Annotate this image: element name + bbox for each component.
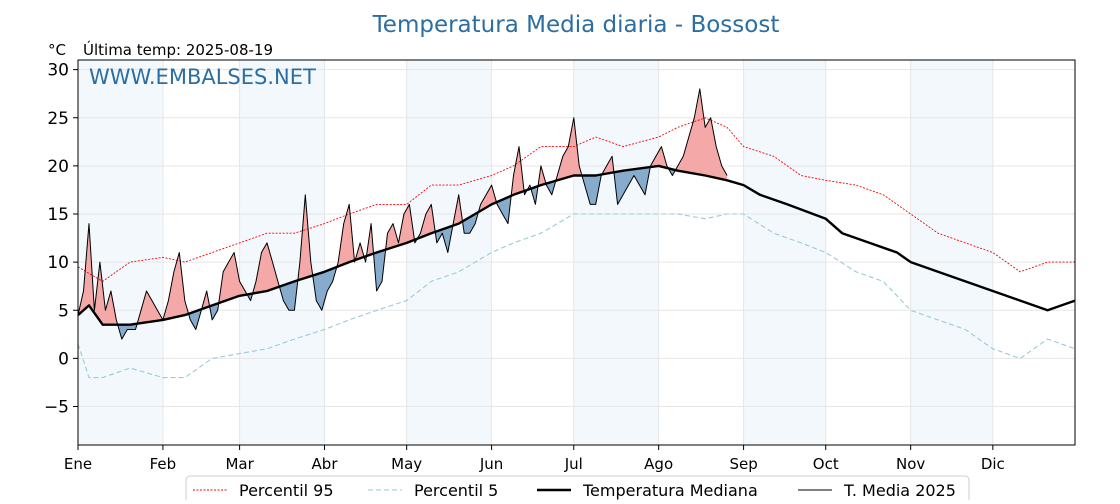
chart-title: Temperatura Media diaria - Bossost bbox=[372, 12, 780, 38]
fill-above-median bbox=[416, 204, 435, 241]
fill-below-median bbox=[312, 267, 336, 311]
legend-label: Temperatura Mediana bbox=[582, 481, 758, 500]
x-tick-label: Oct bbox=[813, 455, 839, 473]
x-tick-label: Feb bbox=[150, 455, 177, 473]
month-band bbox=[78, 60, 163, 445]
x-tick-label: Jul bbox=[564, 455, 583, 473]
x-tick-label: Sep bbox=[729, 455, 757, 473]
series-line-temperatura-mediana bbox=[77, 164, 1076, 326]
y-axis: −5 0 5 10 15 20 25 30 bbox=[44, 61, 78, 418]
plot-frame bbox=[77, 59, 1076, 446]
fill-below-median bbox=[461, 212, 478, 234]
y-tick-label: 5 bbox=[58, 301, 69, 321]
y-tick-label: −5 bbox=[44, 398, 69, 418]
fill-above-median bbox=[297, 194, 313, 287]
x-tick-label: Jun bbox=[479, 455, 503, 473]
x-tick-label: Dic bbox=[981, 455, 1005, 473]
fill-above-median bbox=[384, 204, 414, 258]
legend: Percentil 95 Percentil 5 Temperatura Media… bbox=[185, 475, 970, 504]
legend-label: Percentil 95 bbox=[239, 481, 334, 500]
x-tick-label: Ene bbox=[64, 455, 92, 473]
y-tick-label: 15 bbox=[47, 205, 69, 225]
fill-below-median bbox=[279, 280, 298, 311]
y-tick-label: 30 bbox=[47, 61, 69, 81]
legend-label: T. Media 2025 bbox=[843, 481, 956, 500]
month-shading bbox=[78, 60, 993, 445]
x-tick-label: Abr bbox=[312, 455, 339, 473]
series-line-t-media-2025 bbox=[77, 88, 728, 340]
fill-above-median bbox=[78, 223, 118, 325]
series-line-percentil-5 bbox=[77, 213, 1076, 379]
chart-subtitle: Última temp: 2025-08-19 bbox=[83, 40, 273, 59]
fill-above-median bbox=[477, 185, 496, 214]
fill-above-median bbox=[136, 252, 188, 325]
y-tick-label: 10 bbox=[47, 253, 69, 273]
fill-above-median bbox=[451, 194, 462, 231]
x-tick-label: Ago bbox=[644, 455, 673, 473]
x-tick-label: May bbox=[391, 455, 422, 473]
fill-above-median bbox=[536, 165, 545, 195]
legend-label: Percentil 5 bbox=[414, 481, 498, 500]
fill-above-median bbox=[335, 204, 354, 272]
month-band bbox=[743, 60, 826, 445]
x-axis: Ene Feb Mar Abr May Jun Jul Ago Sep Oct Nov Dic bbox=[64, 445, 1005, 473]
y-tick-label: 25 bbox=[47, 109, 69, 129]
fill-above-median bbox=[675, 88, 728, 181]
month-band bbox=[406, 60, 492, 445]
series-line-percentil-95 bbox=[77, 117, 1075, 282]
legend-frame bbox=[185, 475, 970, 504]
y-tick-label: 0 bbox=[58, 349, 69, 369]
unit-label: °C bbox=[48, 41, 66, 59]
x-tick-label: Nov bbox=[896, 455, 925, 473]
fill-below-median bbox=[117, 323, 137, 340]
watermark: WWW.EMBALSES.NET bbox=[89, 65, 316, 89]
fill-below-median bbox=[582, 174, 602, 205]
series-lines bbox=[77, 88, 1076, 379]
month-band bbox=[910, 60, 993, 445]
fill-above-median bbox=[554, 117, 582, 186]
y-tick-label: 20 bbox=[47, 157, 69, 177]
fill-below-median bbox=[187, 309, 202, 330]
month-band bbox=[573, 60, 659, 445]
fill-above-median bbox=[251, 242, 280, 296]
x-tick-label: Mar bbox=[225, 455, 254, 473]
fill-below-median bbox=[495, 196, 511, 224]
